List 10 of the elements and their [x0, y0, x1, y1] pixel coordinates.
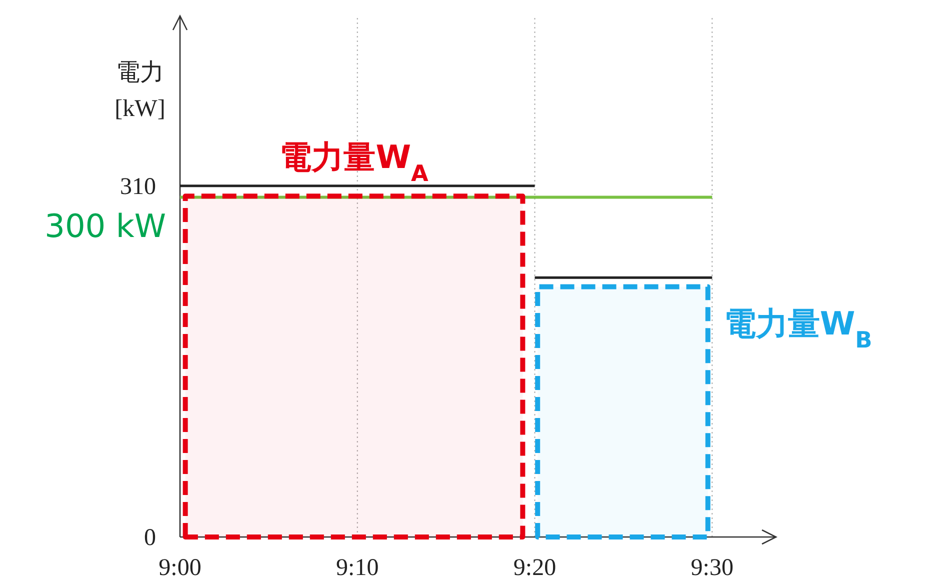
x-tick-label: 9:20 — [513, 555, 556, 581]
y-axis-title: 電力 [kW] — [114, 60, 166, 122]
x-tick-label: 9:10 — [336, 555, 379, 581]
ref-line-label: 300 kW — [44, 207, 166, 246]
series-label: 電力量W$_{A}$ — [280, 138, 429, 188]
y-tick-label: 0 — [144, 525, 156, 551]
y-tick-label: 310 — [120, 174, 156, 200]
x-tick-label: 9:00 — [158, 555, 202, 581]
series-label: 電力量W$_{B}$ — [724, 304, 872, 354]
x-tick-label: 9:30 — [690, 555, 734, 581]
